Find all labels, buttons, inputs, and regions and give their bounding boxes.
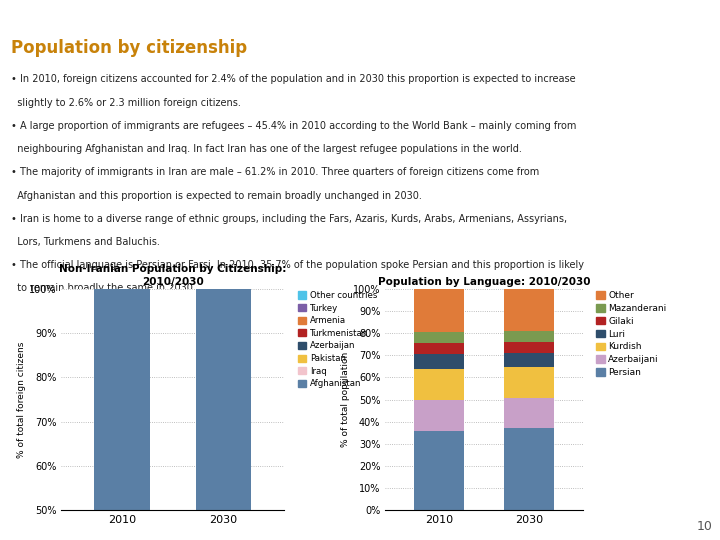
Bar bbox=[196, 68, 251, 160]
Bar bbox=[415, 343, 464, 354]
Text: to remain broadly the same in 2030.: to remain broadly the same in 2030. bbox=[11, 284, 196, 293]
Text: © Euromonitor International: © Euromonitor International bbox=[585, 10, 714, 19]
Bar bbox=[505, 399, 554, 428]
Bar bbox=[94, 68, 150, 156]
Bar bbox=[505, 368, 554, 399]
Bar bbox=[505, 342, 554, 353]
Text: • The majority of immigrants in Iran are male – 61.2% in 2010. Three quarters of: • The majority of immigrants in Iran are… bbox=[11, 167, 539, 177]
Bar bbox=[94, 172, 150, 176]
Title: Population by Language: 2010/2030: Population by Language: 2010/2030 bbox=[378, 276, 590, 287]
Bar bbox=[196, 180, 251, 510]
Bar bbox=[415, 289, 464, 332]
Bar bbox=[196, 166, 251, 168]
Text: 10: 10 bbox=[697, 520, 713, 533]
Bar bbox=[505, 331, 554, 342]
Y-axis label: % of total foreign citizens: % of total foreign citizens bbox=[17, 341, 26, 458]
Text: Lors, Turkmens and Baluchis.: Lors, Turkmens and Baluchis. bbox=[11, 237, 160, 247]
Text: slightly to 2.6% or 2.3 million foreign citizens.: slightly to 2.6% or 2.3 million foreign … bbox=[11, 98, 240, 107]
Legend: Other, Mazanderani, Gilaki, Luri, Kurdish, Azerbaijani, Persian: Other, Mazanderani, Gilaki, Luri, Kurdis… bbox=[595, 291, 667, 377]
Bar bbox=[505, 353, 554, 368]
Bar bbox=[415, 332, 464, 343]
Bar bbox=[196, 165, 251, 166]
Text: Iran in 2030: Iran in 2030 bbox=[6, 8, 86, 21]
Bar bbox=[94, 160, 150, 162]
Text: Population and  Homes: Population and Homes bbox=[431, 8, 585, 21]
Legend: Other countries, Turkey, Armenia, Turkmenistan, Azerbaijan, Pakistan, Iraq, Afgh: Other countries, Turkey, Armenia, Turkme… bbox=[297, 291, 377, 388]
Bar bbox=[94, 156, 150, 158]
Bar bbox=[415, 430, 464, 510]
Bar bbox=[196, 160, 251, 163]
Text: Population by citizenship: Population by citizenship bbox=[11, 39, 247, 57]
Bar bbox=[94, 162, 150, 164]
Bar bbox=[505, 428, 554, 510]
Title: Non-Iranian Population by Citizenship:
2010/2030: Non-Iranian Population by Citizenship: 2… bbox=[59, 264, 287, 287]
Text: • In 2010, foreign citizens accounted for 2.4% of the population and in 2030 thi: • In 2010, foreign citizens accounted fo… bbox=[11, 75, 575, 84]
Text: Afghanistan and this proportion is expected to remain broadly unchanged in 2030.: Afghanistan and this proportion is expec… bbox=[11, 191, 422, 200]
Bar bbox=[505, 289, 554, 331]
Bar bbox=[94, 176, 150, 510]
Y-axis label: % of total population: % of total population bbox=[341, 352, 350, 447]
Text: neighbouring Afghanistan and Iraq. In fact Iran has one of the largest refugee p: neighbouring Afghanistan and Iraq. In fa… bbox=[11, 144, 522, 154]
Text: • A large proportion of immigrants are refugees – 45.4% in 2010 according to the: • A large proportion of immigrants are r… bbox=[11, 121, 576, 131]
Text: • The official language is Persian or Farsi. In 2010, 35.7% of the population sp: • The official language is Persian or Fa… bbox=[11, 260, 584, 270]
Bar bbox=[196, 176, 251, 180]
Bar bbox=[94, 164, 150, 172]
Bar bbox=[415, 400, 464, 430]
Bar bbox=[196, 163, 251, 165]
Text: • Iran is home to a diverse range of ethnic groups, including the Fars, Azaris, : • Iran is home to a diverse range of eth… bbox=[11, 214, 567, 224]
Bar bbox=[415, 369, 464, 400]
Bar bbox=[94, 158, 150, 160]
Bar bbox=[196, 168, 251, 176]
Bar bbox=[415, 354, 464, 369]
